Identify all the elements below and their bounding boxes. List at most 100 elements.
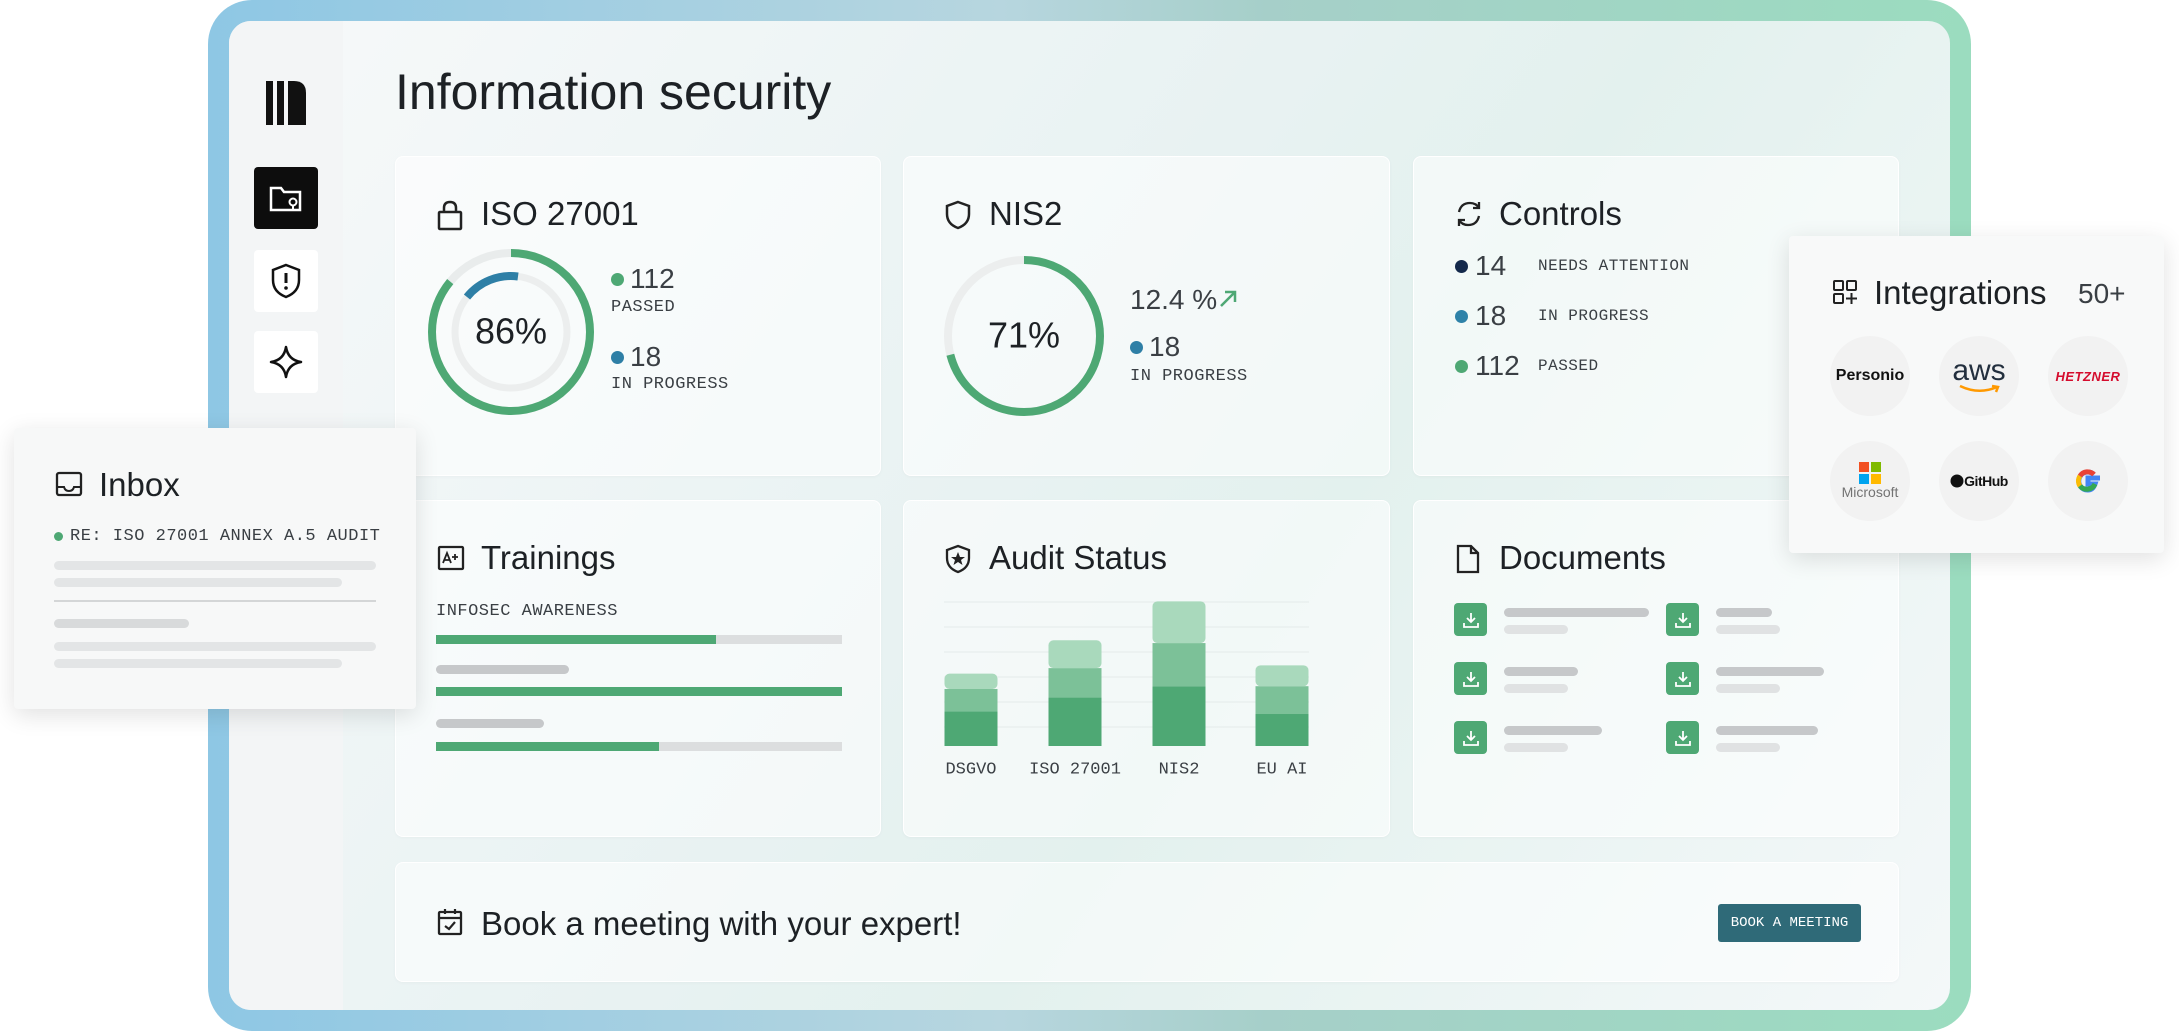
card-title: NIS2 [989,195,1063,232]
logo-google[interactable] [2048,441,2128,521]
placeholder [1504,608,1649,617]
logo [266,81,306,125]
bar-segment [944,711,998,746]
meeting-banner: Book a meeting with your expert! BOOK A … [395,862,1899,982]
logo-github[interactable]: GitHub [1939,441,2019,521]
status-dot [611,273,624,286]
progress-bar [436,742,660,751]
card-title: Trainings [481,539,616,576]
ring-chart: 71% [944,256,1104,416]
placeholder [54,642,376,651]
integrations-panel: Integrations 50+ Personio aws HETZNER Mi… [1789,236,2164,553]
logo-text: Microsoft [1841,484,1899,500]
unread-dot [54,532,63,541]
aws-smile [1959,384,2000,393]
placeholder [54,561,376,570]
download-button[interactable] [1454,603,1487,636]
apps-icon [1833,280,1857,304]
control-count: 14 [1475,250,1507,281]
shield-icon [945,200,971,230]
download-button[interactable] [1666,721,1699,754]
placeholder [436,665,569,674]
placeholder [1716,625,1780,634]
book-meeting-button[interactable]: BOOK A MEETING [1718,904,1861,942]
logo-personio[interactable]: Personio [1830,336,1910,416]
placeholder [1716,743,1780,752]
refresh-icon [1457,201,1481,227]
bar-segment [1048,640,1102,669]
placeholder [1716,608,1772,617]
download-button[interactable] [1454,721,1487,754]
download-button[interactable] [1454,662,1487,695]
download-button[interactable] [1666,603,1699,636]
bar-segment [1255,665,1309,687]
inbox-title: Inbox [99,466,180,503]
card-title: Controls [1499,195,1622,232]
integrations-count: 50+ [2078,278,2126,309]
audit-card: Audit Status DSGVO ISO 27001 NIS2 EU AI [903,500,1390,837]
bar-segment [1152,601,1206,644]
x-tick-label: ISO 27001 [1029,760,1121,779]
placeholder [1716,684,1780,693]
nav-ai[interactable] [254,331,318,393]
progress-label: IN PROGRESS [611,375,729,394]
nav-documents[interactable] [254,167,318,229]
control-count: 18 [1475,300,1507,331]
bar-segment [1152,643,1206,687]
download-icon [1462,612,1479,628]
badge-icon [945,544,971,574]
bar-segment [1048,668,1102,698]
status-dot [1455,360,1468,373]
download-button[interactable] [1666,662,1699,695]
passed-count: 112 [630,263,675,294]
card-title: Documents [1499,539,1666,576]
download-icon [1674,612,1691,628]
logo-hetzner[interactable]: HETZNER [2048,336,2128,416]
bar-segment [944,688,998,712]
progress-bar [436,635,717,644]
placeholder [1716,667,1824,676]
ring-chart: 86% [428,249,594,415]
status-dot [1455,260,1468,273]
control-label: IN PROGRESS [1538,307,1650,325]
x-tick-label: DSGVO [945,760,996,779]
x-tick-label: EU AI [1256,760,1307,779]
ring-label: 71% [988,315,1060,356]
inner-arc [463,272,519,300]
status-dot [1130,341,1143,354]
bar-segment [944,673,998,689]
ring-arc [428,249,594,415]
logo-text: aws [1952,354,2006,387]
control-count: 112 [1475,350,1520,381]
progress-bar [436,687,842,696]
gh-mark [1950,474,1964,488]
placeholder [1716,726,1818,735]
logo-text: GitHub [1964,473,2008,489]
control-label: PASSED [1538,357,1599,375]
card-title: Audit Status [989,539,1167,576]
progress-count: 18 [630,341,662,372]
google-g [2076,469,2100,493]
training-label: INFOSEC AWARENESS [436,602,618,621]
inbox-icon [55,471,83,497]
trainings-card: Trainings INFOSEC AWARENESS [395,500,881,837]
logo-text: HETZNER [2055,368,2121,384]
logo-microsoft[interactable]: Microsoft [1830,441,1910,521]
certificate-icon [437,545,465,571]
divider [54,600,376,602]
placeholder [1504,726,1602,735]
placeholder [1504,625,1568,634]
placeholder [54,619,189,628]
ring-arc [944,256,1104,416]
placeholder [54,578,342,587]
message-subject[interactable]: RE: ISO 27001 ANNEX A.5 AUDIT [70,527,381,546]
bar-segment [1152,686,1206,746]
nav-security[interactable] [254,250,318,312]
placeholder [1504,743,1568,752]
download-icon [1674,730,1691,746]
logo-aws[interactable]: aws [1939,336,2019,416]
banner-text: Book a meeting with your expert! [481,905,962,942]
ms-squares [1859,462,1881,484]
bar-segment [1255,714,1309,746]
nis2-card: NIS2 71% 12.4 % 18 IN PROGRESS [903,156,1390,476]
